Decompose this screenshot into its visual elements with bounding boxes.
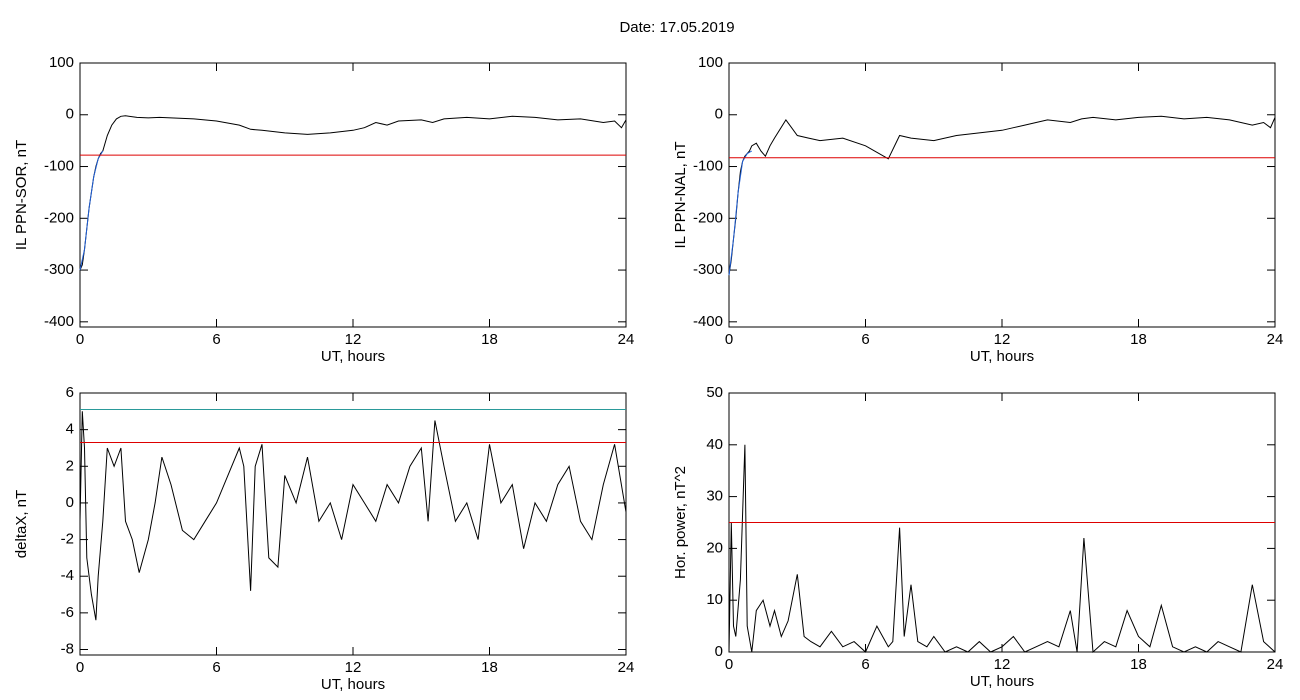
y-tick-label: -300 <box>693 261 723 278</box>
x-tick-label: 0 <box>725 331 733 348</box>
x-tick-label: 24 <box>618 331 635 348</box>
y-tick-label: 100 <box>698 54 723 71</box>
y-axis-label: Hor. power, nT^2 <box>672 466 689 579</box>
x-tick-label: 18 <box>1130 331 1147 348</box>
x-tick-label: 6 <box>861 331 869 348</box>
data-line <box>728 444 1276 654</box>
plot-frame <box>728 62 1276 328</box>
y-tick-label: 20 <box>706 539 723 556</box>
y-tick-label: 6 <box>66 384 74 401</box>
plot-frame <box>79 392 627 656</box>
x-tick-label: 0 <box>76 331 84 348</box>
x-axis-label: UT, hours <box>321 348 385 365</box>
x-tick-label: 18 <box>481 659 498 676</box>
y-tick-label: 0 <box>66 494 74 511</box>
y-tick-label: 100 <box>49 54 74 71</box>
y-tick-label: 2 <box>66 457 74 474</box>
x-axis-label: UT, hours <box>970 673 1034 690</box>
x-tick-label: 12 <box>345 659 362 676</box>
y-tick-label: -4 <box>61 567 74 584</box>
x-tick-label: 24 <box>1267 656 1284 673</box>
y-tick-label: 10 <box>706 591 723 608</box>
y-tick-label: -6 <box>61 604 74 621</box>
x-axis-label: UT, hours <box>321 676 385 693</box>
x-tick-label: 18 <box>481 331 498 348</box>
y-tick-label: 4 <box>66 421 74 438</box>
date-title: Date: 17.05.2019 <box>619 19 734 36</box>
y-axis-label: IL PPN-NAL, nT <box>672 142 689 249</box>
y-tick-label: -400 <box>44 313 74 330</box>
y-tick-label: 0 <box>715 106 723 123</box>
x-tick-label: 18 <box>1130 656 1147 673</box>
y-tick-label: -8 <box>61 640 74 657</box>
y-tick-label: 50 <box>706 384 723 401</box>
data-line <box>79 115 627 271</box>
y-tick-label: -2 <box>61 531 74 548</box>
data-line <box>79 411 627 621</box>
data-line <box>728 150 753 276</box>
plot-frame <box>79 62 627 328</box>
y-tick-label: -100 <box>44 157 74 174</box>
data-line <box>79 150 104 271</box>
y-tick-label: -400 <box>693 313 723 330</box>
x-tick-label: 6 <box>212 659 220 676</box>
y-axis-label: deltaX, nT <box>13 490 30 558</box>
x-tick-label: 0 <box>76 659 84 676</box>
y-tick-label: -200 <box>693 209 723 226</box>
x-tick-label: 24 <box>1267 331 1284 348</box>
y-tick-label: 30 <box>706 488 723 505</box>
y-tick-label: -200 <box>44 209 74 226</box>
y-tick-label: -100 <box>693 157 723 174</box>
x-tick-label: 24 <box>618 659 635 676</box>
y-tick-label: -300 <box>44 261 74 278</box>
x-axis-label: UT, hours <box>970 348 1034 365</box>
x-tick-label: 12 <box>345 331 362 348</box>
y-tick-label: 0 <box>66 106 74 123</box>
x-tick-label: 12 <box>994 331 1011 348</box>
y-tick-label: 0 <box>715 643 723 660</box>
y-axis-label: IL PPN-SOR, nT <box>13 140 30 250</box>
x-tick-label: 6 <box>212 331 220 348</box>
data-line <box>728 115 1276 276</box>
y-tick-label: 40 <box>706 436 723 453</box>
x-tick-label: 12 <box>994 656 1011 673</box>
x-tick-label: 6 <box>861 656 869 673</box>
x-tick-label: 0 <box>725 656 733 673</box>
